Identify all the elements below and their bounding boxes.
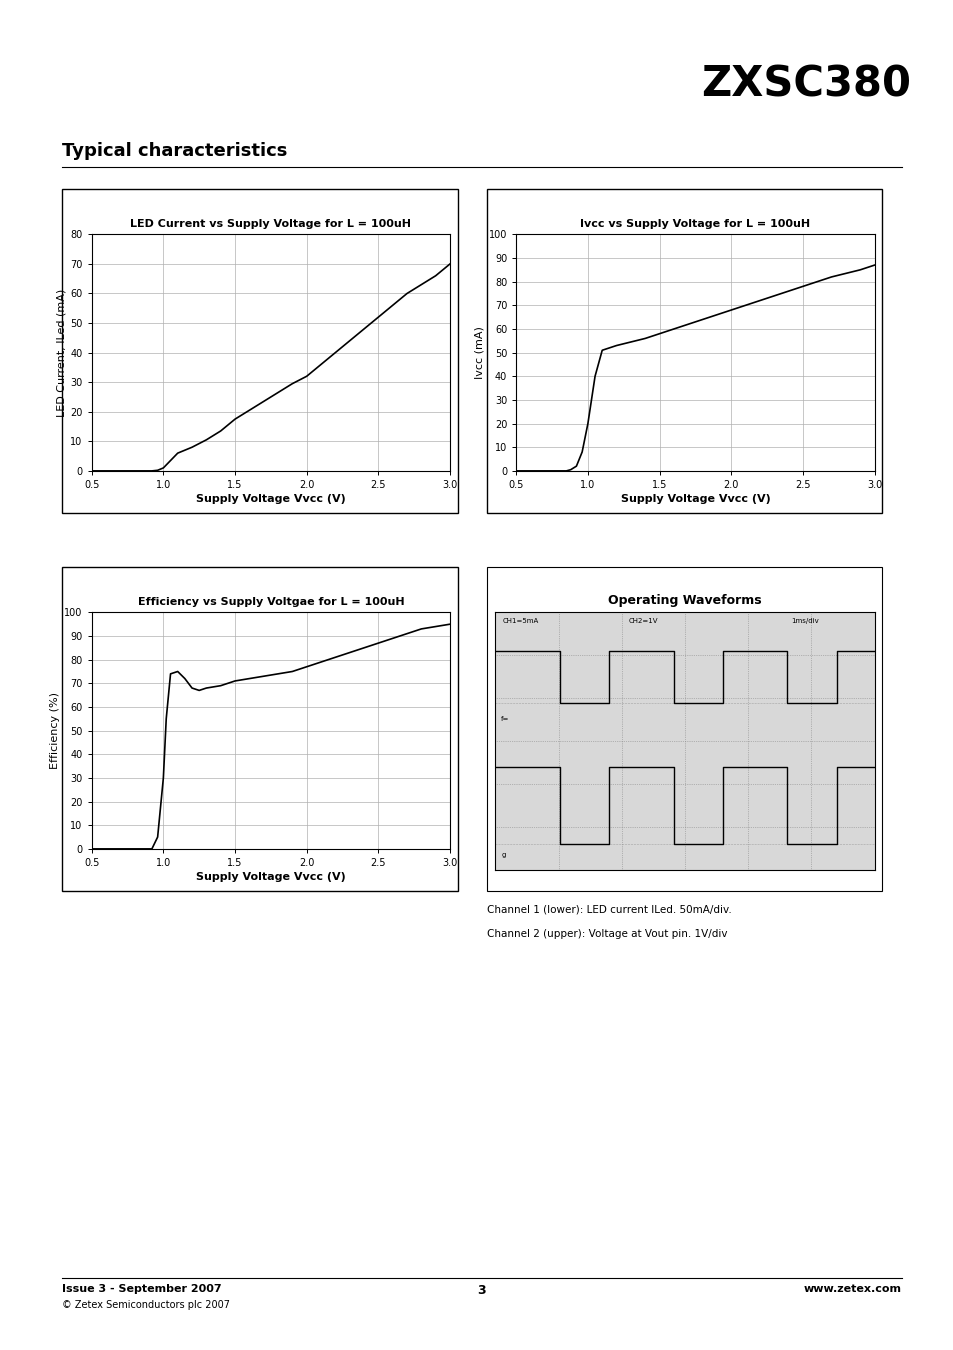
Text: Channel 1 (lower): LED current ILed. 50mA/div.: Channel 1 (lower): LED current ILed. 50m… xyxy=(486,904,731,914)
Text: Issue 3 - September 2007: Issue 3 - September 2007 xyxy=(62,1284,221,1293)
Text: Channel 2 (upper): Voltage at Vout pin. 1V/div: Channel 2 (upper): Voltage at Vout pin. … xyxy=(486,929,726,938)
Y-axis label: LED Current, ILed (mA): LED Current, ILed (mA) xyxy=(56,289,66,417)
Title: LED Current vs Supply Voltage for L = 100uH: LED Current vs Supply Voltage for L = 10… xyxy=(131,220,411,230)
Text: g: g xyxy=(500,852,505,859)
Text: 1ms/div: 1ms/div xyxy=(790,618,818,624)
X-axis label: Supply Voltage Vvcc (V): Supply Voltage Vvcc (V) xyxy=(195,494,345,504)
Text: CH1=5mA: CH1=5mA xyxy=(502,618,538,624)
Text: f=: f= xyxy=(500,716,509,721)
Text: 3: 3 xyxy=(476,1284,486,1297)
Text: ZXSC380: ZXSC380 xyxy=(700,63,910,105)
Y-axis label: Ivcc (mA): Ivcc (mA) xyxy=(475,327,484,379)
Y-axis label: Efficiency (%): Efficiency (%) xyxy=(51,693,60,770)
Text: www.zetex.com: www.zetex.com xyxy=(802,1284,901,1293)
Title: Ivcc vs Supply Voltage for L = 100uH: Ivcc vs Supply Voltage for L = 100uH xyxy=(579,220,810,230)
Title: Efficiency vs Supply Voltgae for L = 100uH: Efficiency vs Supply Voltgae for L = 100… xyxy=(137,598,404,608)
Text: © Zetex Semiconductors plc 2007: © Zetex Semiconductors plc 2007 xyxy=(62,1300,230,1310)
Title: Operating Waveforms: Operating Waveforms xyxy=(608,594,761,608)
Text: CH2=1V: CH2=1V xyxy=(627,618,657,624)
X-axis label: Supply Voltage Vvcc (V): Supply Voltage Vvcc (V) xyxy=(195,872,345,882)
X-axis label: Supply Voltage Vvcc (V): Supply Voltage Vvcc (V) xyxy=(619,494,769,504)
Text: Typical characteristics: Typical characteristics xyxy=(62,142,287,159)
